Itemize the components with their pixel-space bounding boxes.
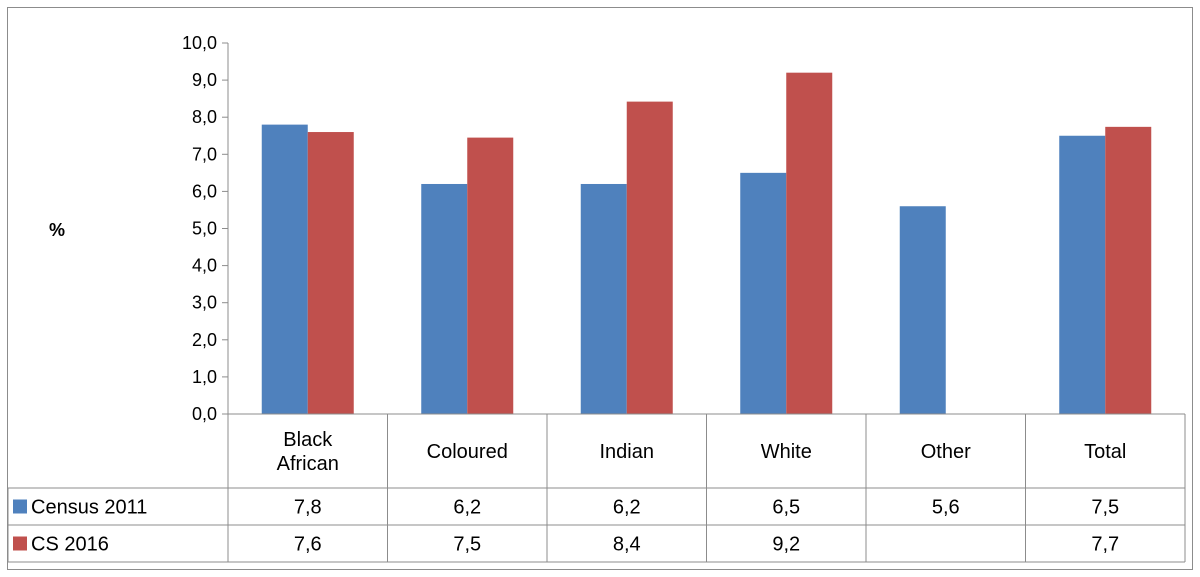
data-label: 7,7	[1091, 534, 1119, 556]
bar-census-2011-black-african	[261, 124, 308, 415]
data-label: 6,5	[772, 497, 800, 519]
x-tick-label: Indian	[600, 441, 655, 463]
bars	[261, 72, 1152, 415]
bar-cs-2016-coloured	[467, 137, 514, 415]
data-table: Black African Coloured Indian White Other Tota…	[7, 413, 1186, 563]
data-label: 7,8	[294, 497, 322, 519]
x-tick-label: Black African	[277, 429, 339, 475]
data-label: 7,5	[453, 534, 481, 556]
bar-census-2011-other	[899, 206, 946, 414]
data-label: 6,2	[613, 497, 641, 519]
y-tick-label: 2,0	[192, 330, 217, 350]
data-label: 9,2	[772, 534, 800, 556]
data-label: 7,6	[294, 534, 322, 556]
data-label: 8,4	[613, 534, 641, 556]
x-tick-label: Total	[1084, 441, 1126, 463]
y-tick-label: 5,0	[192, 219, 217, 239]
data-label: 6,2	[453, 497, 481, 519]
legend-label: Census 2011	[31, 497, 147, 519]
y-tick-label: 0,0	[192, 404, 217, 424]
legend-key	[13, 499, 27, 514]
y-tick-label: 6,0	[192, 181, 217, 201]
bar-cs-2016-white	[786, 72, 833, 415]
y-tick-label: 10,0	[182, 33, 217, 53]
x-tick-label: White	[761, 441, 812, 463]
y-axis-label: %	[49, 220, 65, 240]
y-tick-label: 3,0	[192, 293, 217, 313]
bar-cs-2016-indian	[626, 101, 673, 415]
bar-census-2011-total	[1059, 135, 1106, 414]
y-tick-label: 7,0	[192, 144, 217, 164]
y-tick-label: 9,0	[192, 70, 217, 90]
bar-census-2011-white	[740, 172, 787, 414]
x-tick-label: Coloured	[427, 441, 508, 463]
chart-frame	[7, 7, 1193, 570]
legend-label: CS 2016	[31, 534, 109, 556]
legend-key	[13, 536, 27, 551]
y-tick-label: 1,0	[192, 367, 217, 387]
data-label: 7,5	[1091, 497, 1119, 519]
bar-census-2011-indian	[580, 183, 627, 414]
y-tick-label: 8,0	[192, 107, 217, 127]
bar-census-2011-coloured	[421, 183, 468, 414]
bar-cs-2016-total	[1105, 126, 1152, 414]
y-axis: 0,0 1,0 2,0 3,0 4,0 5,0 6,0 7,0 8,0 9,0 10,0	[182, 33, 229, 424]
y-tick-label: 4,0	[192, 256, 217, 276]
data-label: 5,6	[932, 497, 960, 519]
x-tick-label: Other	[921, 441, 971, 463]
bar-cs-2016-black-african	[307, 132, 354, 415]
